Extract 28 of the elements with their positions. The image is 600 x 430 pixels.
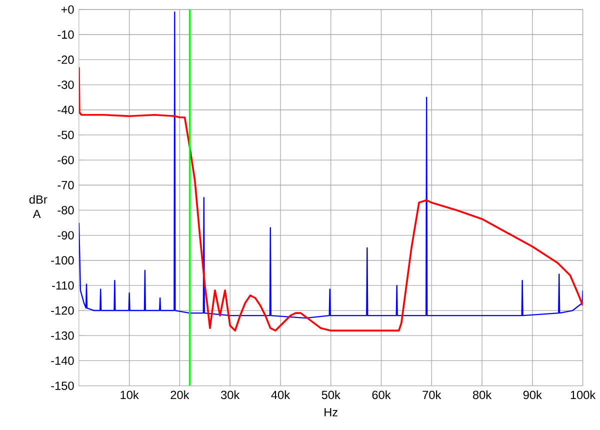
y-tick-label: -40 [58,106,74,114]
x-tick-label: 50k [322,390,340,400]
y-tick-label: -110 [52,281,74,290]
y-tick-label: -50 [58,130,74,140]
y-tick-label: -150 [51,382,74,390]
x-axis-title: Hz [324,408,338,416]
y-tick-label: -130 [51,331,74,340]
x-tick-label: 80k [472,390,492,400]
y-tick-label: -140 [51,356,74,365]
y-tick-label: +0 [61,5,74,14]
y-tick-label: -20 [58,55,74,64]
x-tick-label: 90k [523,390,542,400]
y-tick-label: -60 [58,156,74,164]
x-tick-label: 20k [170,390,190,400]
y-tick-label: -90 [58,231,74,240]
x-tick-label: 10k [120,390,139,400]
x-tick-label: 100k [570,390,596,400]
y-tick-label: -70 [58,180,74,190]
x-tick-label: 70k [422,390,442,400]
x-tick-label: 60k [372,390,391,400]
y-tick-label: -120 [51,306,74,315]
y-tick-label: -10 [58,30,74,39]
y-axis-title: dBr A [29,194,48,218]
y-tick-label: -100 [51,256,74,264]
x-tick-label: 30k [220,390,240,400]
x-tick-label: 40k [271,390,290,400]
y-tick-label: -30 [58,80,74,89]
y-tick-label: -80 [58,206,74,214]
